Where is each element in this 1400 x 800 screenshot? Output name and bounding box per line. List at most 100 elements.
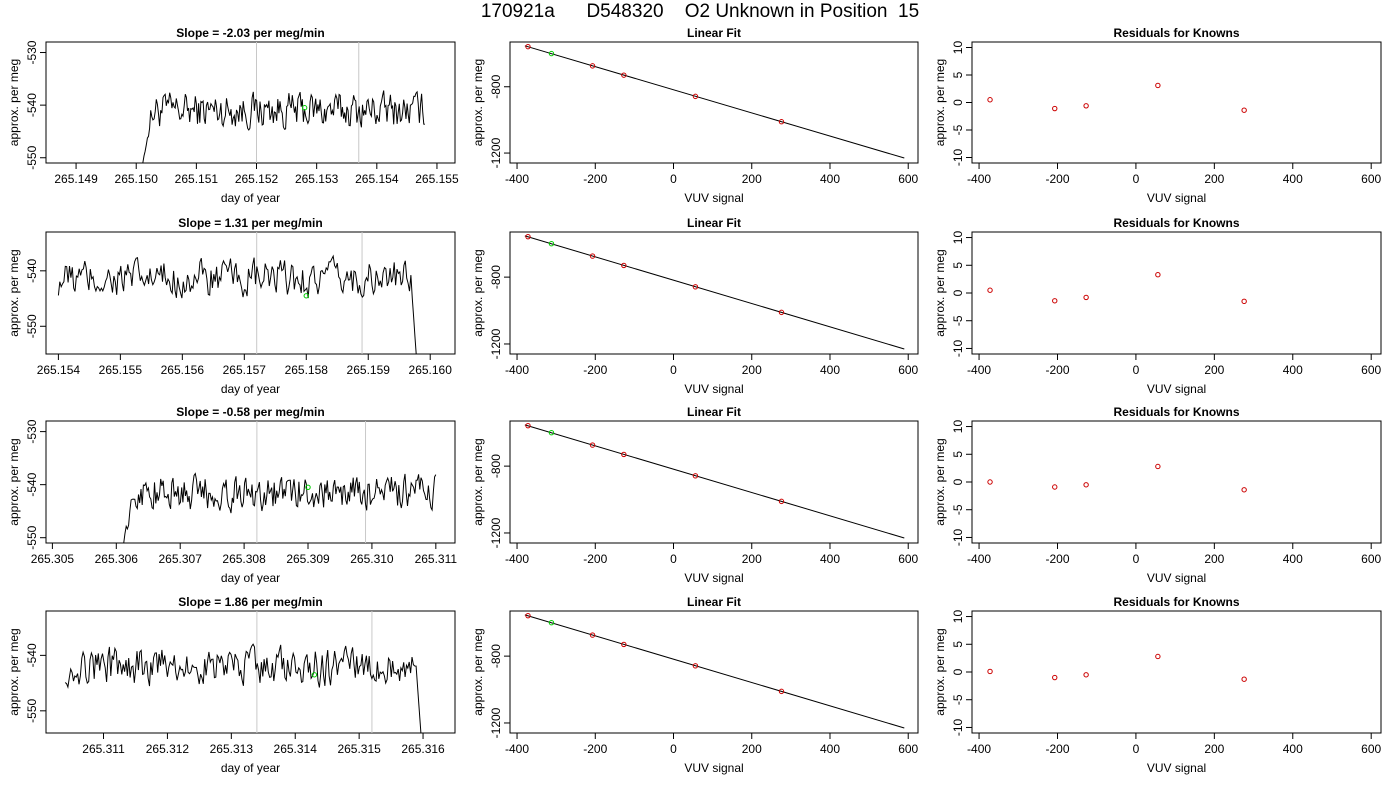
x-tick-label: -200 xyxy=(1045,172,1069,186)
known-point xyxy=(525,43,531,50)
y-tick-label: -5 xyxy=(951,694,965,705)
x-tick-label: 265.159 xyxy=(347,363,391,377)
x-tick-label: 200 xyxy=(1204,552,1224,566)
y-tick-label: -10 xyxy=(951,149,965,167)
trace-line xyxy=(57,254,417,354)
y-tick-label: 0 xyxy=(951,99,965,106)
x-tick-label: 265.310 xyxy=(350,552,394,566)
panel-4-1: Slope = 1.86 per meg/min 265.311 265.312 26… xyxy=(7,595,456,775)
fit-line xyxy=(524,424,905,539)
y-axis-label: approx. per meg xyxy=(933,59,947,146)
x-tick-label: 265.153 xyxy=(295,172,339,186)
x-tick-label: 200 xyxy=(742,552,762,566)
y-tick-label: -550 xyxy=(25,525,39,549)
x-tick-label: 400 xyxy=(820,363,840,377)
residual-point xyxy=(1083,482,1089,488)
residual-point xyxy=(1083,672,1089,678)
x-tick-label: 600 xyxy=(1361,742,1381,756)
residual-point xyxy=(1083,294,1089,301)
y-tick-label: 5 xyxy=(951,262,965,269)
x-tick-label: 600 xyxy=(898,552,918,566)
plot-area xyxy=(123,421,437,543)
panel-title: Linear Fit xyxy=(687,216,741,230)
x-tick-label: -200 xyxy=(583,742,607,756)
unknown-point xyxy=(548,240,555,247)
y-tick-label: 5 xyxy=(951,71,965,78)
panel-title: Slope = -2.03 per meg/min xyxy=(176,26,324,40)
known-point xyxy=(621,262,627,269)
x-tick-label: 600 xyxy=(898,742,918,756)
y-tick-label: -540 xyxy=(25,258,39,282)
fit-line xyxy=(524,45,905,159)
x-tick-label: 265.311 xyxy=(415,552,458,566)
trace-line xyxy=(123,472,437,543)
x-tick-label: 265.311 xyxy=(82,742,125,756)
plot-area xyxy=(524,233,905,350)
panel-title: Residuals for Knowns xyxy=(1113,405,1239,419)
x-tick-label: 200 xyxy=(742,363,762,377)
x-tick-label: 400 xyxy=(820,552,840,566)
y-axis-label: approx. per meg xyxy=(933,438,947,525)
x-axis-label: VUV signal xyxy=(684,571,743,585)
residual-point xyxy=(1241,676,1247,682)
y-axis-label: approx. per meg xyxy=(933,628,947,715)
x-tick-label: 400 xyxy=(1283,742,1303,756)
x-tick-label: 600 xyxy=(898,363,918,377)
unknown-marker xyxy=(305,484,311,491)
panel-2-1: Slope = 1.31 per meg/min 265.154 265.155 26… xyxy=(7,216,456,396)
plot-area xyxy=(987,82,1247,113)
plot-frame xyxy=(971,420,1382,544)
y-tick-label: -5 xyxy=(951,315,965,326)
x-axis-label: VUV signal xyxy=(1147,761,1206,775)
plot-frame xyxy=(971,41,1382,164)
x-axis-label: VUV signal xyxy=(1147,191,1206,205)
x-tick-label: 0 xyxy=(1133,552,1140,566)
y-tick-label: -1200 xyxy=(489,517,503,548)
residual-point xyxy=(987,287,993,293)
unknown-marker xyxy=(311,672,318,678)
x-tick-label: -400 xyxy=(505,742,529,756)
y-tick-label: -800 xyxy=(489,454,503,478)
plot-frame xyxy=(45,610,456,734)
x-axis-label: VUV signal xyxy=(684,761,743,775)
x-tick-label: -400 xyxy=(967,172,991,186)
x-tick-label: 265.315 xyxy=(337,742,381,756)
plot-area xyxy=(524,43,905,159)
y-tick-label: -5 xyxy=(951,124,965,135)
residual-point xyxy=(1241,107,1247,113)
panel-4-3: Residuals for Knowns -400 -200 0 200 400 600 -1… xyxy=(933,595,1382,775)
x-tick-label: 265.156 xyxy=(161,363,205,377)
panel-title: Linear Fit xyxy=(687,26,741,40)
plot-frame xyxy=(509,231,919,355)
x-tick-label: 265.154 xyxy=(37,363,81,377)
y-axis-label: approx. per meg xyxy=(933,249,947,336)
panel-3-2: Linear Fit -400 -200 0 200 400 600 -800 -1200 VUV… xyxy=(471,405,919,585)
x-tick-label: -200 xyxy=(583,552,607,566)
known-point xyxy=(778,309,785,316)
panel-1-1: Slope = -2.03 per meg/min 265.149 265.150 2… xyxy=(7,26,459,205)
x-tick-label: 265.155 xyxy=(99,363,143,377)
panel-title: Residuals for Knowns xyxy=(1113,595,1239,609)
x-tick-label: 265.309 xyxy=(286,552,330,566)
y-tick-label: 5 xyxy=(951,451,965,458)
x-tick-label: 265.316 xyxy=(401,742,445,756)
known-point xyxy=(692,473,699,479)
plot-area xyxy=(987,272,1247,305)
fit-line xyxy=(524,614,905,729)
known-point xyxy=(692,284,699,290)
panel-title: Linear Fit xyxy=(687,595,741,609)
residual-point xyxy=(1155,82,1161,89)
y-axis-label: approx. per meg xyxy=(7,59,21,146)
x-tick-label: 200 xyxy=(1204,363,1224,377)
plot-area xyxy=(524,422,905,539)
residual-point xyxy=(987,668,993,675)
panel-1-2: Linear Fit -400 -200 0 200 400 600 -800 -1200 VUV… xyxy=(471,26,919,205)
x-axis-label: day of year xyxy=(221,382,280,396)
known-point xyxy=(621,451,627,458)
x-tick-label: -200 xyxy=(583,363,607,377)
x-tick-label: 265.308 xyxy=(222,552,266,566)
y-tick-label: -530 xyxy=(25,419,39,443)
plot-frame xyxy=(509,610,919,734)
residual-point xyxy=(1052,298,1058,304)
